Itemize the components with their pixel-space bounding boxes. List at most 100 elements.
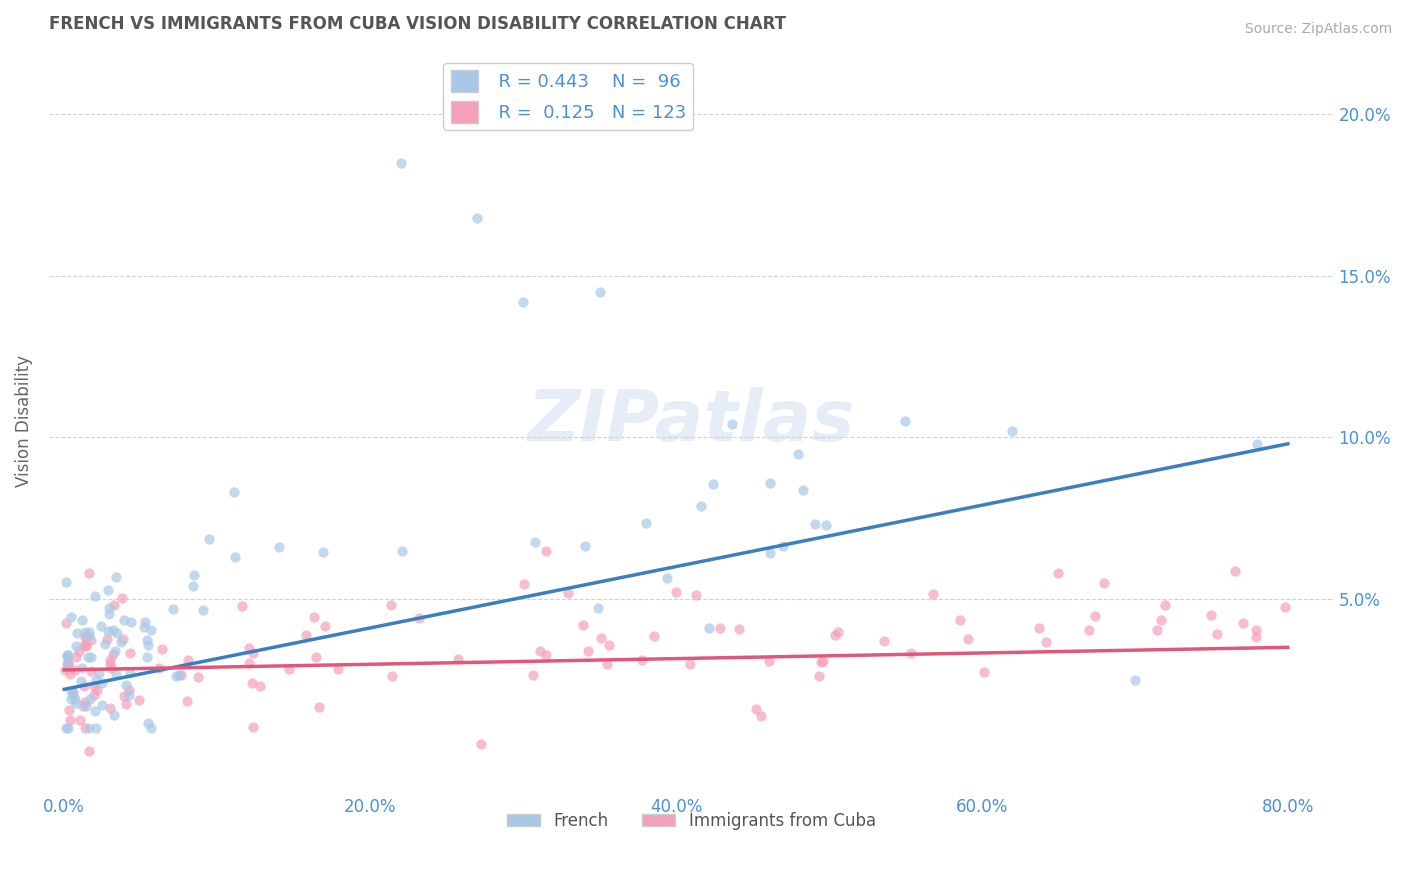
Point: [101, 647, 124, 661]
Point: [60, 692, 83, 706]
Point: [176, 653, 198, 667]
Point: [77, 721, 100, 735]
Point: [103, 598, 125, 612]
Point: [679, 657, 702, 672]
Point: [1035, 634, 1057, 648]
Point: [53, 663, 76, 677]
Point: [176, 694, 198, 708]
Point: [803, 516, 825, 531]
Point: [1001, 424, 1024, 438]
Point: [381, 668, 404, 682]
Point: [73, 624, 96, 639]
Point: [139, 721, 162, 735]
Point: [56, 649, 79, 664]
Point: [873, 634, 896, 648]
Point: [665, 585, 688, 599]
Point: [1201, 607, 1223, 622]
Point: [269, 540, 291, 554]
Point: [118, 683, 141, 698]
Point: [86, 683, 108, 698]
Point: [1223, 564, 1246, 578]
Point: [630, 653, 652, 667]
Point: [75, 639, 97, 653]
Point: [75, 638, 97, 652]
Point: [80, 633, 103, 648]
Point: [87, 666, 110, 681]
Point: [83, 688, 105, 702]
Point: [183, 567, 205, 582]
Point: [65, 639, 87, 653]
Point: [104, 643, 127, 657]
Point: [758, 654, 780, 668]
Point: [70, 614, 93, 628]
Point: [1274, 599, 1296, 614]
Point: [80, 664, 103, 678]
Point: [238, 641, 260, 656]
Point: [150, 642, 173, 657]
Point: [77, 566, 100, 580]
Point: [165, 669, 187, 683]
Point: [62, 688, 84, 702]
Point: [745, 702, 768, 716]
Point: [814, 517, 837, 532]
Point: [139, 623, 162, 637]
Point: [65, 663, 87, 677]
Point: [811, 654, 834, 668]
Point: [586, 601, 609, 615]
Point: [90, 698, 112, 712]
Point: [894, 414, 917, 428]
Point: [136, 638, 159, 652]
Point: [529, 644, 551, 658]
Point: [73, 630, 96, 644]
Point: [470, 737, 492, 751]
Point: [136, 716, 159, 731]
Point: [690, 500, 713, 514]
Point: [1078, 624, 1101, 638]
Point: [1246, 623, 1268, 637]
Point: [128, 693, 150, 707]
Point: [75, 699, 97, 714]
Point: [973, 665, 995, 680]
Point: [957, 632, 980, 646]
Point: [98, 653, 121, 667]
Point: [181, 579, 204, 593]
Point: [112, 614, 135, 628]
Point: [465, 211, 488, 225]
Point: [77, 629, 100, 643]
Point: [103, 708, 125, 723]
Point: [787, 446, 810, 460]
Point: [72, 698, 94, 713]
Point: [136, 649, 159, 664]
Point: [56, 657, 79, 672]
Point: [114, 697, 136, 711]
Point: [278, 662, 301, 676]
Point: [59, 714, 82, 728]
Point: [231, 599, 253, 613]
Point: [84, 589, 107, 603]
Point: [1146, 623, 1168, 637]
Point: [98, 601, 121, 615]
Point: [391, 544, 413, 558]
Point: [697, 620, 720, 634]
Point: [77, 625, 100, 640]
Point: [643, 629, 665, 643]
Point: [69, 714, 91, 728]
Legend: French, Immigrants from Cuba: French, Immigrants from Cuba: [501, 805, 883, 837]
Point: [1206, 627, 1229, 641]
Point: [167, 668, 190, 682]
Point: [524, 534, 547, 549]
Point: [588, 285, 610, 299]
Point: [1084, 609, 1107, 624]
Point: [80, 650, 103, 665]
Point: [84, 673, 107, 687]
Text: Source: ZipAtlas.com: Source: ZipAtlas.com: [1244, 22, 1392, 37]
Point: [170, 668, 193, 682]
Point: [685, 588, 707, 602]
Point: [114, 690, 136, 704]
Point: [115, 678, 138, 692]
Point: [84, 704, 107, 718]
Point: [59, 666, 82, 681]
Point: [97, 583, 120, 598]
Point: [60, 683, 83, 698]
Point: [97, 607, 120, 621]
